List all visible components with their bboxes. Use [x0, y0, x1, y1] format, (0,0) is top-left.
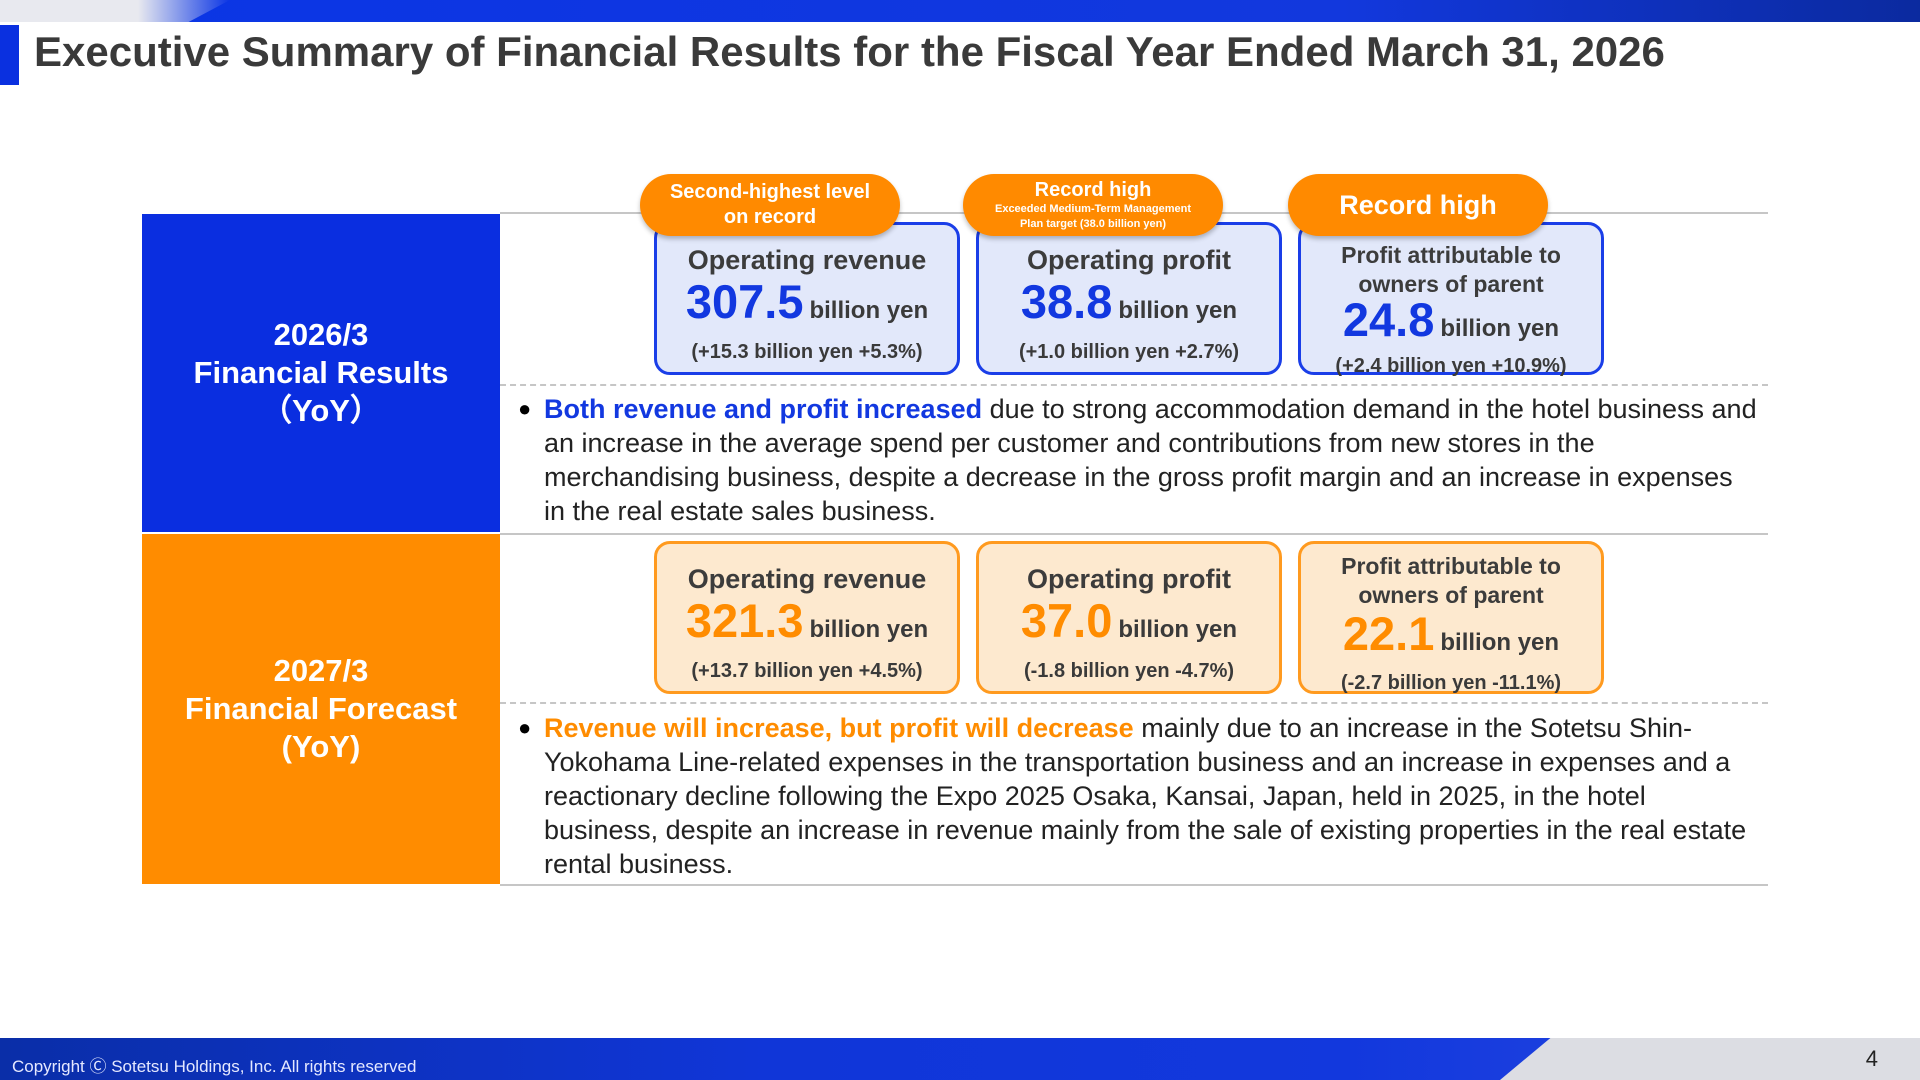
card-unit: billion yen [1440, 629, 1560, 656]
card-unit: billion yen [1440, 315, 1560, 342]
card-unit: billion yen [1118, 297, 1238, 324]
forecast-label-period: 2027/3 [273, 653, 369, 688]
top-bar [0, 0, 1920, 22]
bullet-highlight: Both revenue and profit increased [544, 394, 983, 424]
results-section-label: 2026/3 Financial Results （YoY） [142, 214, 500, 532]
card-value: 24.8 [1342, 293, 1435, 346]
bullet-text: due to strong accommodation demand in th… [544, 394, 1757, 526]
card-delta: (-1.8 billion yen -4.7%) [1023, 660, 1235, 682]
divider-forecast-dashed [500, 702, 1768, 704]
bullet-dot-icon: ● [518, 396, 532, 421]
bullet-highlight: Revenue will increase, but profit will d… [544, 713, 1134, 743]
footer-bar-accent [1500, 1038, 1920, 1080]
card-title: Operating revenue [687, 245, 927, 275]
copyright-text: Copyright Ⓒ Sotetsu Holdings, Inc. All r… [12, 1057, 417, 1076]
card-title: Operating revenue [687, 564, 927, 594]
card-title: Operating profit [1027, 245, 1231, 275]
forecast-card-operating-revenue: Operating revenue 321.3 billion yen (+13.… [654, 541, 960, 694]
badge-line2: Exceeded Medium-Term Management [994, 202, 1191, 215]
card-delta: (+13.7 billion yen +4.5%) [691, 660, 923, 682]
badge-second-highest: Second-highest level on record [640, 174, 900, 236]
card-delta: (+15.3 billion yen +5.3%) [691, 341, 923, 363]
badge-line1: Second-highest level [669, 181, 871, 203]
results-card-operating-revenue: Operating revenue 307.5 billion yen (+15.… [654, 222, 960, 375]
badge-record-high-net: Record high [1288, 174, 1548, 236]
card-unit: billion yen [809, 297, 929, 324]
forecast-label-name: Financial Forecast [184, 691, 458, 726]
card-delta: (+2.4 billion yen +10.9%) [1335, 355, 1567, 377]
card-value: 307.5 [685, 275, 804, 328]
card-unit: billion yen [1118, 616, 1238, 643]
bullet-text: mainly due to an increase in the Sotetsu… [544, 713, 1747, 879]
card-title-line1: Profit attributable to [1341, 242, 1561, 268]
card-unit: billion yen [809, 616, 929, 643]
badge-record-high-profit: Record high Exceeded Medium-Term Managem… [963, 174, 1223, 236]
page-number: 4 [1865, 1046, 1878, 1071]
results-label-period: 2026/3 [273, 317, 369, 352]
page-title: Executive Summary of Financial Results f… [34, 28, 1665, 75]
divider-results-dashed [500, 384, 1768, 386]
title-accent-bar [0, 25, 19, 85]
card-title: Operating profit [1027, 564, 1231, 594]
top-bar-accent [0, 0, 230, 22]
card-value: 321.3 [685, 594, 804, 647]
card-value: 38.8 [1020, 275, 1113, 328]
bullet-dot-icon: ● [518, 715, 532, 740]
forecast-bullet: ● Revenue will increase, but profit will… [518, 711, 1758, 881]
badge-line2: on record [723, 206, 817, 228]
divider-middle [500, 533, 1768, 535]
forecast-section-label: 2027/3 Financial Forecast (YoY) [142, 534, 500, 884]
forecast-card-profit-attributable: Profit attributable to owners of parent … [1298, 541, 1604, 694]
card-title-line1: Profit attributable to [1341, 553, 1561, 579]
results-bullet: ● Both revenue and profit increased due … [518, 392, 1758, 528]
results-label-name: Financial Results [193, 355, 449, 390]
card-delta: (+1.0 billion yen +2.7%) [1018, 341, 1240, 363]
results-card-profit-attributable: Profit attributable to owners of parent … [1298, 222, 1604, 377]
results-card-operating-profit: Operating profit 38.8 billion yen (+1.0 b… [976, 222, 1282, 375]
badge-line1: Record high [1339, 190, 1497, 220]
card-value: 22.1 [1342, 607, 1435, 660]
card-title-line2: owners of parent [1358, 271, 1544, 297]
forecast-card-operating-profit: Operating profit 37.0 billion yen (-1.8 b… [976, 541, 1282, 694]
card-delta: (-2.7 billion yen -11.1%) [1340, 672, 1562, 694]
card-title-line2: owners of parent [1358, 582, 1544, 608]
badge-line3: Plan target (38.0 billion yen) [1019, 217, 1167, 230]
divider-bottom [500, 884, 1768, 886]
forecast-label-yoy: (YoY) [281, 729, 361, 764]
results-label-yoy: （YoY） [261, 393, 381, 428]
badge-line1: Record high [1034, 178, 1152, 201]
card-value: 37.0 [1020, 594, 1113, 647]
